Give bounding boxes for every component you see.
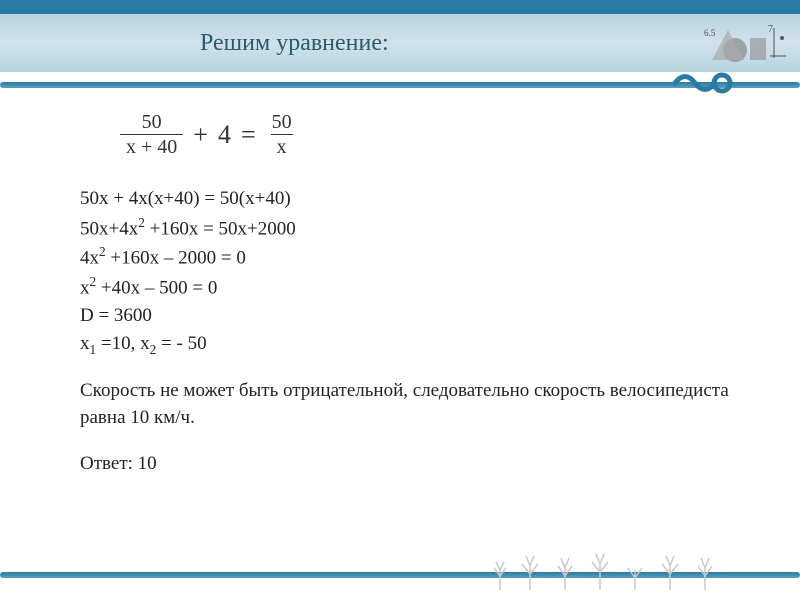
literal-4: 4 — [218, 120, 231, 150]
frac2-denominator: x — [271, 134, 293, 157]
corner-geometry-icon: 7 6.5 — [700, 18, 790, 68]
solution-steps: 50x + 4x(x+40) = 50(x+40) 50x+4x2 +160x … — [80, 185, 740, 477]
swirl-icon — [670, 68, 740, 98]
frac1-numerator: 50 — [136, 112, 168, 134]
top-divider — [0, 72, 800, 102]
plants-icon — [480, 540, 740, 590]
step-2: 50x+4x2 +160x = 50x+2000 — [80, 213, 740, 243]
top-accent-bar — [0, 0, 800, 14]
plus-sign: + — [193, 120, 208, 150]
svg-text:7: 7 — [768, 24, 773, 35]
conclusion-text: Скорость не может быть отрицательной, сл… — [80, 377, 740, 432]
equals-sign: = — [241, 120, 256, 150]
svg-text:6.5: 6.5 — [704, 28, 716, 38]
fraction-1: 50 x + 40 — [120, 112, 183, 157]
frac1-denominator: x + 40 — [120, 134, 183, 157]
fraction-2: 50 x — [266, 112, 298, 157]
step-3: 4x2 +160x – 2000 = 0 — [80, 242, 740, 272]
step-5: D = 3600 — [80, 302, 740, 330]
answer-text: Ответ: 10 — [80, 450, 740, 478]
frac2-numerator: 50 — [266, 112, 298, 134]
page-title: Решим уравнение: — [200, 30, 389, 57]
step-1: 50x + 4x(x+40) = 50(x+40) — [80, 185, 740, 213]
main-equation: 50 x + 40 + 4 = 50 x — [120, 112, 740, 157]
step-6: x1 =10, x2 = - 50 — [80, 330, 740, 359]
bottom-decoration — [0, 540, 800, 600]
title-band: Решим уравнение: 7 6.5 — [0, 14, 800, 72]
content-area: 50 x + 40 + 4 = 50 x 50x + 4x(x+40) = 50… — [0, 102, 800, 477]
step-4: x2 +40x – 500 = 0 — [80, 272, 740, 302]
